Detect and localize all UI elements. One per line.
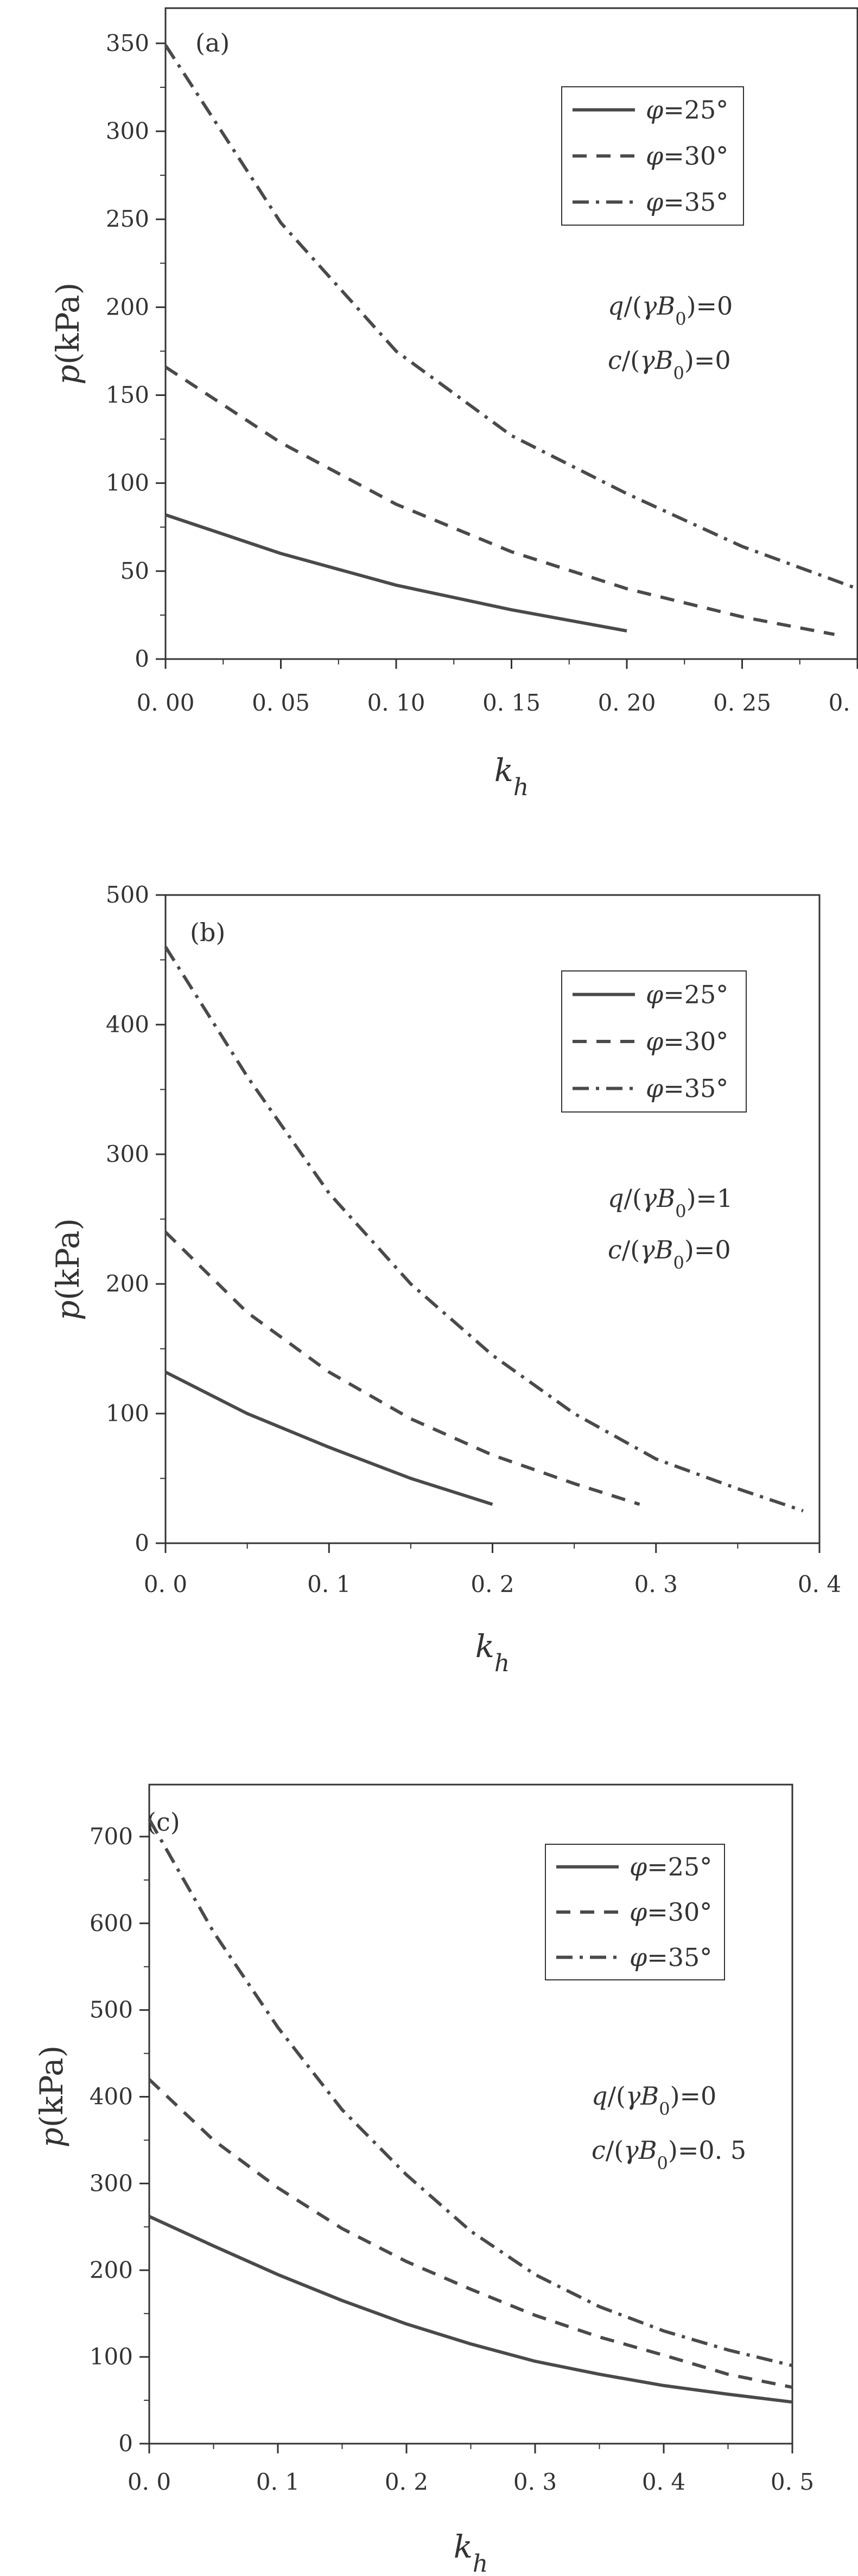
x-tick-label: 0. 20	[598, 689, 656, 716]
series-line-25	[148, 2215, 793, 2404]
legend-label: φ=30°	[630, 1897, 712, 1927]
x-tick-label: 0. 2	[385, 2469, 428, 2495]
annotation-c-ratio: c/(γB0)=0. 5	[592, 2136, 746, 2174]
legend-label: φ=35°	[646, 1074, 728, 1103]
x-tick-label: 0. 5	[771, 2469, 814, 2495]
annotation-q-ratio: q/(γB0)=0	[608, 291, 733, 329]
x-tick-label: 0. 3	[513, 2469, 557, 2495]
legend: φ=25° φ=30° φ=35°	[561, 86, 744, 226]
legend-label: φ=25°	[630, 1852, 712, 1882]
y-tick-label: 0	[135, 645, 149, 672]
y-axis-title: p(kPa)	[49, 283, 86, 385]
panel-label: (a)	[195, 28, 230, 57]
annotation-c-ratio: c/(γB0)=0	[608, 1235, 731, 1273]
annotation-q-ratio: q/(γB0)=1	[608, 1184, 733, 1222]
y-tick-label: 100	[106, 470, 149, 496]
y-tick-label: 350	[106, 30, 149, 56]
y-tick-label: 200	[106, 293, 149, 320]
annotation-c-ratio: c/(γB0)=0	[608, 346, 731, 383]
legend-label: φ=30°	[646, 142, 728, 171]
series-line-35	[164, 946, 804, 1513]
x-tick-label: 0. 4	[798, 1571, 841, 1597]
x-axis-title: kh	[454, 2528, 488, 2576]
y-tick-label: 0	[135, 1530, 149, 1556]
legend: φ=25° φ=30° φ=35°	[561, 970, 747, 1113]
series-line-35	[164, 44, 858, 591]
y-tick-label: 100	[90, 2343, 133, 2370]
y-tick-label: 600	[90, 1910, 133, 1936]
y-tick-label: 100	[106, 1400, 149, 1427]
series-line-30	[164, 1231, 640, 1506]
chart-panel-c: 0. 0 0. 1 0. 2 0. 3 0. 4 0. 5 0 100 200 300 400 500…	[33, 1784, 814, 2576]
series-line-30	[148, 2078, 793, 2389]
y-tick-label: 300	[90, 2170, 133, 2196]
legend-label: φ=35°	[630, 1942, 712, 1972]
x-tick-label: 0. 00	[137, 689, 195, 716]
y-axis-title: p(kPa)	[49, 1218, 86, 1321]
series-line-25	[164, 1370, 493, 1506]
x-tick-label: 0. 10	[367, 689, 425, 716]
y-tick-label: 300	[106, 1141, 149, 1167]
y-tick-label: 300	[106, 118, 149, 144]
legend-label: φ=30°	[646, 1027, 728, 1056]
x-tick-label: 0. 2	[471, 1571, 514, 1597]
y-tick-label: 400	[90, 2083, 133, 2110]
chart-panel-a: 0. 00 0. 05 0. 10 0. 15 0. 20 0. 25 0. 30 0 50 10…	[49, 7, 858, 801]
legend: φ=25° φ=30° φ=35°	[545, 1844, 725, 1980]
y-tick-label: 200	[90, 2257, 133, 2283]
y-tick-label: 500	[90, 1997, 133, 2023]
annotation-q-ratio: q/(γB0)=0	[592, 2081, 716, 2119]
y-tick-label: 400	[106, 1011, 149, 1038]
y-tick-label: 500	[106, 881, 149, 908]
x-tick-label: 0. 1	[256, 2469, 300, 2495]
y-tick-label: 200	[106, 1270, 149, 1297]
legend-label: φ=25°	[646, 95, 728, 125]
x-axis-title: kh	[475, 1628, 510, 1677]
panel-label: (b)	[190, 918, 225, 947]
x-tick-label: 0. 15	[482, 689, 541, 716]
chart-panel-b: 0. 0 0. 1 0. 2 0. 3 0. 4 0 100 200 300 400 500 p(kP…	[49, 881, 841, 1677]
y-tick-label: 700	[90, 1823, 133, 1850]
x-axis-title: kh	[494, 752, 529, 801]
x-tick-label: 0. 25	[713, 689, 771, 716]
x-tick-label: 0. 4	[642, 2469, 685, 2495]
x-tick-label: 0. 05	[252, 689, 310, 716]
y-tick-label: 150	[106, 382, 149, 408]
legend-label: φ=25°	[646, 980, 728, 1009]
y-tick-label: 50	[120, 558, 149, 584]
y-tick-label: 0	[118, 2430, 133, 2457]
series-line-30	[164, 366, 835, 636]
series-line-35	[148, 1818, 793, 2368]
x-tick-label: 0. 0	[128, 2469, 171, 2495]
x-tick-label: 0. 0	[144, 1571, 187, 1597]
plot-frame	[164, 7, 858, 660]
x-tick-label: 0. 1	[307, 1571, 351, 1597]
x-tick-label: 0. 3	[634, 1571, 678, 1597]
y-axis-title: p(kPa)	[33, 2046, 70, 2148]
x-tick-label: 0. 30	[829, 689, 858, 716]
y-tick-label: 250	[106, 206, 149, 232]
legend-label: φ=35°	[646, 188, 728, 217]
series-line-25	[165, 513, 627, 633]
